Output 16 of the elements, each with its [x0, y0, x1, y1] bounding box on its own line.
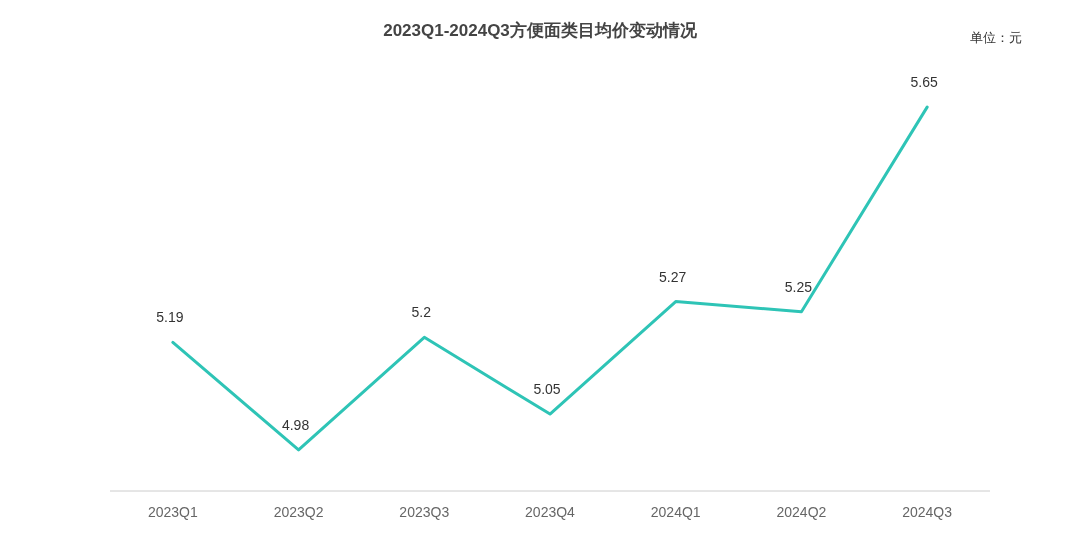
data-label: 5.05: [533, 381, 561, 398]
x-tick-label: 2023Q1: [147, 504, 198, 520]
data-label: 5.65: [910, 74, 938, 91]
x-tick-label: 2024Q1: [650, 504, 701, 520]
data-label: 4.98: [281, 416, 310, 433]
title: 2023Q1-2024Q3方便面类目均价变动情况: [383, 21, 697, 40]
x-tick-label: 2023Q3: [399, 504, 450, 520]
x-tick-label: 2023Q2: [273, 504, 324, 520]
data-label: 5.2: [411, 304, 431, 321]
data-label: 5.19: [156, 309, 184, 326]
x-tick-label: 2024Q2: [776, 504, 827, 520]
x-tick-label: 2023Q4: [525, 504, 575, 520]
annotation: 单位：元: [970, 30, 1022, 45]
data-label: 5.25: [784, 278, 813, 295]
x-tick-label: 2024Q3: [902, 504, 953, 520]
data-label: 5.27: [659, 268, 687, 285]
